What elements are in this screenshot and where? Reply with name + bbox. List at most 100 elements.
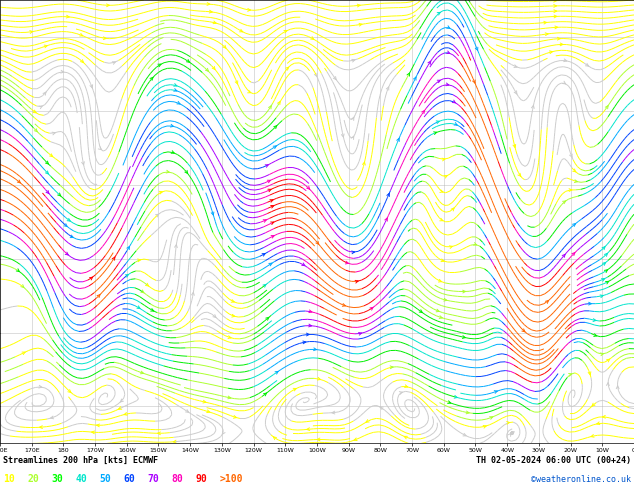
FancyArrowPatch shape xyxy=(263,220,266,222)
FancyArrowPatch shape xyxy=(564,59,567,62)
FancyArrowPatch shape xyxy=(151,309,154,311)
FancyArrowPatch shape xyxy=(514,65,517,68)
FancyArrowPatch shape xyxy=(92,431,94,434)
FancyArrowPatch shape xyxy=(436,309,439,312)
FancyArrowPatch shape xyxy=(474,243,477,245)
Text: Streamlines 200 hPa [kts] ECMWF: Streamlines 200 hPa [kts] ECMWF xyxy=(3,456,158,465)
FancyArrowPatch shape xyxy=(341,134,344,137)
FancyArrowPatch shape xyxy=(462,336,465,339)
FancyArrowPatch shape xyxy=(22,352,25,355)
FancyArrowPatch shape xyxy=(103,37,106,40)
FancyArrowPatch shape xyxy=(209,10,212,13)
FancyArrowPatch shape xyxy=(591,435,594,437)
FancyArrowPatch shape xyxy=(223,431,225,434)
FancyArrowPatch shape xyxy=(545,300,548,303)
FancyArrowPatch shape xyxy=(127,246,129,249)
FancyArrowPatch shape xyxy=(52,132,55,135)
FancyArrowPatch shape xyxy=(597,422,600,425)
FancyArrowPatch shape xyxy=(386,87,389,90)
FancyArrowPatch shape xyxy=(273,437,276,440)
FancyArrowPatch shape xyxy=(213,21,216,24)
FancyArrowPatch shape xyxy=(146,283,148,286)
FancyArrowPatch shape xyxy=(514,91,517,94)
FancyArrowPatch shape xyxy=(507,421,510,424)
FancyArrowPatch shape xyxy=(385,218,387,221)
FancyArrowPatch shape xyxy=(451,208,454,211)
FancyArrowPatch shape xyxy=(248,90,251,93)
FancyArrowPatch shape xyxy=(97,294,100,297)
FancyArrowPatch shape xyxy=(96,424,100,427)
FancyArrowPatch shape xyxy=(592,403,595,406)
FancyArrowPatch shape xyxy=(557,37,560,40)
FancyArrowPatch shape xyxy=(171,151,174,153)
Text: 10: 10 xyxy=(3,474,15,484)
FancyArrowPatch shape xyxy=(513,145,515,147)
FancyArrowPatch shape xyxy=(442,158,445,161)
FancyArrowPatch shape xyxy=(434,132,437,134)
FancyArrowPatch shape xyxy=(191,293,194,295)
FancyArrowPatch shape xyxy=(268,180,271,183)
FancyArrowPatch shape xyxy=(544,21,547,24)
FancyArrowPatch shape xyxy=(174,89,177,91)
FancyArrowPatch shape xyxy=(262,253,265,256)
FancyArrowPatch shape xyxy=(264,393,266,396)
FancyArrowPatch shape xyxy=(439,279,441,282)
FancyArrowPatch shape xyxy=(351,136,354,140)
FancyArrowPatch shape xyxy=(203,400,206,403)
FancyArrowPatch shape xyxy=(332,411,335,414)
FancyArrowPatch shape xyxy=(428,61,430,64)
FancyArrowPatch shape xyxy=(600,295,603,297)
FancyArrowPatch shape xyxy=(112,257,115,260)
FancyArrowPatch shape xyxy=(317,438,320,441)
FancyArrowPatch shape xyxy=(422,111,425,114)
FancyArrowPatch shape xyxy=(235,81,238,84)
FancyArrowPatch shape xyxy=(43,92,46,95)
FancyArrowPatch shape xyxy=(605,281,609,284)
FancyArrowPatch shape xyxy=(212,67,215,70)
FancyArrowPatch shape xyxy=(508,433,511,437)
FancyArrowPatch shape xyxy=(444,298,447,301)
FancyArrowPatch shape xyxy=(437,12,440,15)
FancyArrowPatch shape xyxy=(602,279,605,281)
FancyArrowPatch shape xyxy=(483,425,486,428)
FancyArrowPatch shape xyxy=(120,399,124,402)
FancyArrowPatch shape xyxy=(185,171,188,173)
FancyArrowPatch shape xyxy=(463,290,465,293)
FancyArrowPatch shape xyxy=(444,175,447,178)
FancyArrowPatch shape xyxy=(572,253,575,256)
FancyArrowPatch shape xyxy=(574,180,578,183)
FancyArrowPatch shape xyxy=(34,129,37,132)
FancyArrowPatch shape xyxy=(399,392,403,394)
FancyArrowPatch shape xyxy=(436,121,439,123)
FancyArrowPatch shape xyxy=(65,252,68,255)
FancyArrowPatch shape xyxy=(346,261,349,264)
FancyArrowPatch shape xyxy=(17,180,20,183)
FancyArrowPatch shape xyxy=(177,101,180,104)
Text: 90: 90 xyxy=(196,474,208,484)
FancyArrowPatch shape xyxy=(64,223,67,226)
FancyArrowPatch shape xyxy=(489,416,493,419)
FancyArrowPatch shape xyxy=(553,4,557,7)
FancyArrowPatch shape xyxy=(450,246,453,248)
FancyArrowPatch shape xyxy=(158,432,160,435)
FancyArrowPatch shape xyxy=(602,416,605,418)
FancyArrowPatch shape xyxy=(266,318,269,320)
FancyArrowPatch shape xyxy=(311,37,314,39)
FancyArrowPatch shape xyxy=(119,407,122,409)
FancyArrowPatch shape xyxy=(354,438,357,441)
FancyArrowPatch shape xyxy=(166,171,169,173)
FancyArrowPatch shape xyxy=(171,124,174,127)
FancyArrowPatch shape xyxy=(446,51,450,53)
FancyArrowPatch shape xyxy=(49,154,53,157)
FancyArrowPatch shape xyxy=(607,383,609,386)
FancyArrowPatch shape xyxy=(307,428,309,431)
FancyArrowPatch shape xyxy=(607,359,610,362)
FancyArrowPatch shape xyxy=(39,426,42,428)
FancyArrowPatch shape xyxy=(407,73,410,76)
FancyArrowPatch shape xyxy=(440,190,443,193)
FancyArrowPatch shape xyxy=(248,8,250,11)
FancyArrowPatch shape xyxy=(352,59,355,62)
Text: 40: 40 xyxy=(75,474,87,484)
Text: ©weatheronline.co.uk: ©weatheronline.co.uk xyxy=(531,475,631,484)
FancyArrowPatch shape xyxy=(307,186,309,189)
